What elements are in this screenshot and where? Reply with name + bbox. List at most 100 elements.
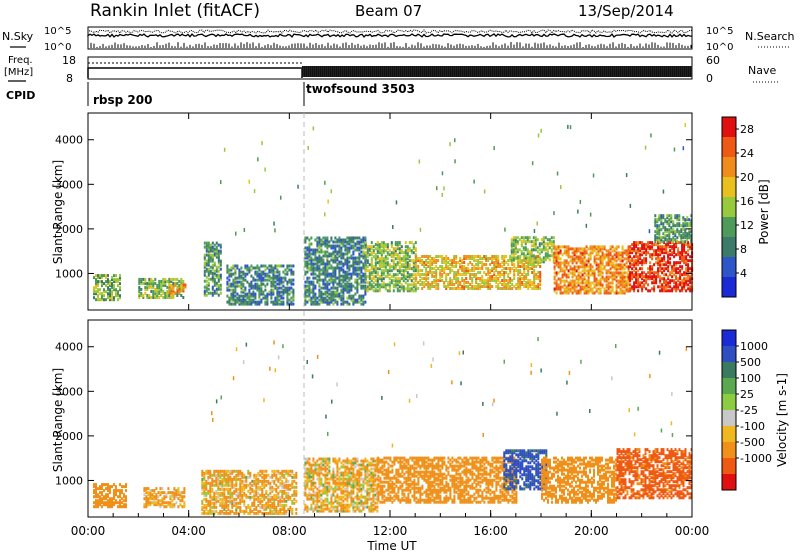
power-cell bbox=[402, 277, 405, 281]
power-cell bbox=[589, 273, 592, 277]
power-cell bbox=[338, 236, 341, 240]
power-cell bbox=[686, 222, 689, 226]
power-cell bbox=[507, 285, 510, 288]
power-cell bbox=[374, 267, 377, 271]
power-cell bbox=[599, 255, 602, 259]
power-cell bbox=[364, 265, 367, 269]
power-cell-sparse bbox=[585, 223, 588, 228]
power-cell bbox=[364, 245, 367, 249]
power-cell-sparse bbox=[504, 227, 506, 232]
power-cell bbox=[324, 274, 327, 278]
power-cell bbox=[544, 236, 547, 240]
power-cell bbox=[205, 249, 208, 253]
power-cell bbox=[209, 271, 212, 275]
power-cell bbox=[306, 288, 309, 292]
power-cell bbox=[653, 249, 656, 253]
power-cell bbox=[417, 287, 420, 290]
power-cell bbox=[515, 283, 518, 286]
power-cell bbox=[396, 243, 399, 247]
power-cell bbox=[423, 281, 426, 284]
power-cell bbox=[318, 260, 321, 264]
power-cell bbox=[421, 277, 424, 280]
power-cell bbox=[342, 238, 345, 242]
power-cell bbox=[328, 288, 331, 292]
power-cell bbox=[376, 285, 379, 289]
power-cell bbox=[236, 300, 239, 304]
velocity-cell bbox=[149, 493, 152, 497]
power-cell bbox=[617, 245, 620, 249]
velocity-cell bbox=[171, 503, 174, 507]
power-cell bbox=[312, 252, 315, 256]
power-cell bbox=[260, 286, 263, 290]
power-cell bbox=[621, 285, 624, 289]
velocity-cell bbox=[183, 503, 186, 507]
velocity-cell bbox=[203, 473, 206, 477]
power-cell bbox=[217, 243, 220, 247]
power-cell bbox=[654, 218, 657, 222]
velocity-cell bbox=[145, 495, 148, 499]
power-cell-sparse bbox=[536, 221, 538, 226]
power-cell bbox=[119, 286, 121, 290]
velocity-cell bbox=[119, 491, 121, 495]
power-cell bbox=[308, 244, 311, 248]
power-cell bbox=[546, 242, 549, 246]
velocity-cell bbox=[219, 479, 222, 483]
power-cell bbox=[544, 254, 547, 258]
velocity-cell bbox=[107, 499, 109, 503]
power-cell bbox=[623, 275, 626, 279]
power-cell bbox=[394, 273, 397, 277]
power-cell bbox=[505, 267, 508, 270]
power-cell bbox=[205, 269, 208, 273]
power-cell bbox=[633, 285, 636, 289]
velocity-cell bbox=[95, 499, 97, 503]
power-cell bbox=[276, 292, 279, 296]
power-cell bbox=[447, 265, 450, 268]
power-cell bbox=[661, 257, 664, 261]
power-cell bbox=[429, 283, 432, 286]
power-cell bbox=[522, 256, 525, 260]
power-cell bbox=[358, 300, 361, 304]
power-cell bbox=[627, 275, 630, 279]
power-cell bbox=[679, 255, 682, 259]
power-cell bbox=[270, 266, 273, 270]
power-cell bbox=[292, 290, 295, 294]
power-cell bbox=[523, 271, 526, 274]
power-cell bbox=[415, 259, 418, 262]
power-cell bbox=[415, 257, 418, 260]
velocity-cell bbox=[107, 487, 109, 491]
power-cell bbox=[645, 277, 648, 281]
power-cell bbox=[615, 269, 618, 273]
power-cell bbox=[581, 253, 584, 257]
power-cell bbox=[378, 265, 381, 269]
power-cell bbox=[491, 275, 494, 278]
power-cell bbox=[573, 267, 576, 271]
power-cell bbox=[651, 245, 654, 249]
velocity-cell bbox=[155, 493, 158, 497]
power-cell bbox=[615, 283, 618, 287]
power-cell bbox=[304, 292, 307, 296]
power-cell bbox=[573, 271, 576, 275]
power-cell bbox=[643, 247, 646, 251]
power-cell bbox=[338, 246, 341, 250]
velocity-cell bbox=[209, 489, 212, 493]
power-cell bbox=[342, 244, 345, 248]
power-cell bbox=[264, 302, 267, 306]
power-cell bbox=[619, 281, 622, 285]
power-cell bbox=[635, 255, 638, 259]
power-cell bbox=[659, 289, 662, 293]
power-cell bbox=[310, 282, 313, 286]
power-cell bbox=[469, 275, 472, 278]
power-cell bbox=[119, 282, 121, 286]
power-cell bbox=[203, 285, 206, 289]
power-cell bbox=[559, 269, 562, 273]
power-cell bbox=[320, 292, 323, 296]
power-cell bbox=[555, 281, 558, 285]
velocity-cell bbox=[171, 495, 174, 499]
power-cell bbox=[499, 263, 502, 266]
power-cell bbox=[519, 283, 522, 286]
power-cell bbox=[207, 249, 210, 253]
velocity-cell bbox=[207, 503, 210, 507]
power-cell bbox=[527, 259, 530, 262]
power-cell bbox=[575, 249, 578, 253]
power-cell bbox=[659, 279, 662, 283]
